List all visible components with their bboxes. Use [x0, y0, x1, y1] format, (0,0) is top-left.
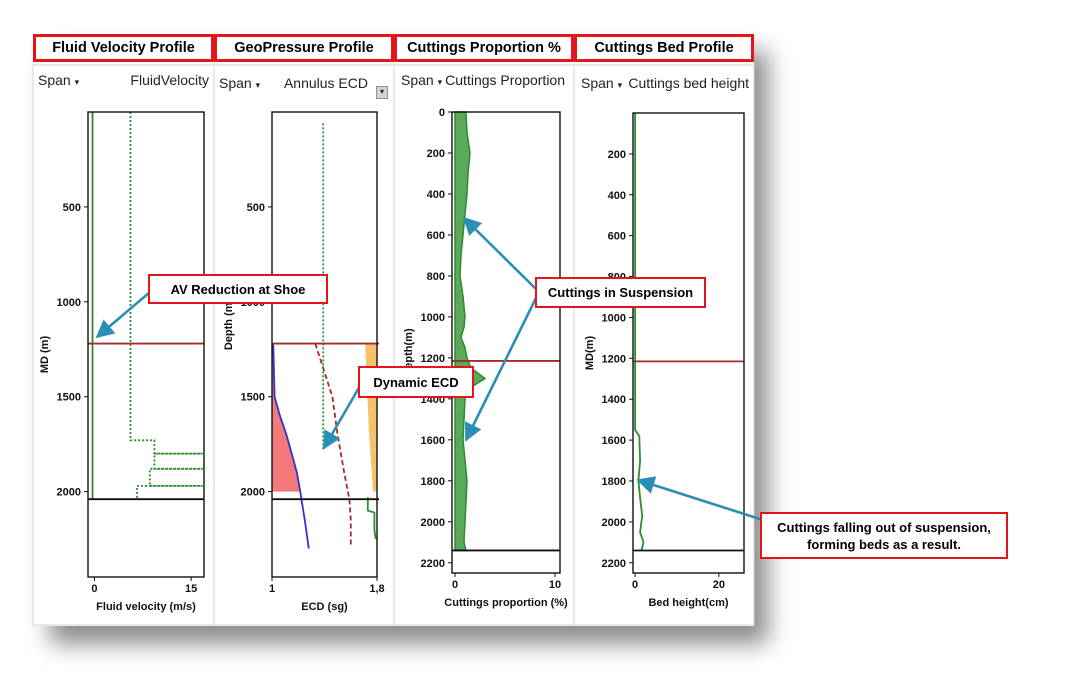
y-tick-label-3-4: 600	[427, 230, 445, 242]
panel-title-fluid-velocity: Fluid Velocity Profile	[33, 34, 214, 62]
y-tick-label-3-12: 2200	[421, 558, 445, 570]
y-axis-label-2: Depth (m)	[223, 299, 235, 351]
y-tick-label-3-6: 1000	[421, 312, 445, 324]
chevron-down-icon: ▾	[617, 80, 623, 90]
plot-frame-2	[271, 111, 378, 578]
track-label-cuttings-bed-height[interactable]: Cuttings bed height	[628, 75, 749, 91]
panel-column-4	[573, 64, 755, 626]
plot-frame-4	[632, 112, 745, 574]
x-tick-label-3-1: 0	[452, 579, 458, 591]
x-tick-label-4-1: 0	[632, 579, 638, 591]
y-tick-label-3-2: 200	[427, 148, 445, 160]
y-tick-label-3-10: 1800	[421, 476, 445, 488]
span-label-1: Span	[38, 72, 71, 88]
series-line-2-1	[271, 343, 310, 549]
span-selector-1[interactable]: Span ▾	[38, 72, 79, 88]
series-line-2-4	[366, 497, 377, 540]
callout-arrow-3	[462, 216, 538, 291]
callout-cuttings-falling: Cuttings falling out of suspension, form…	[760, 512, 1008, 559]
callout-arrow-5	[636, 476, 764, 522]
y-tick-label-1-3: 1500	[57, 392, 81, 404]
span-label-3: Span	[401, 72, 434, 88]
y-tick-label-3-7: 1200	[421, 353, 445, 365]
y-tick-label-3-5: 800	[427, 271, 445, 283]
callout-arrow-4	[464, 295, 539, 442]
y-tick-label-1-2: 1000	[57, 297, 81, 309]
span-selector-2[interactable]: Span ▾	[219, 75, 260, 91]
plot-frame-1	[87, 111, 205, 578]
panel-column-3	[393, 64, 575, 626]
y-tick-label-4-3: 600	[608, 231, 626, 243]
x-tick-label-4-2: 20	[713, 579, 725, 591]
panel-column-2	[213, 64, 395, 626]
callout-cuttings-falling-line1: Cuttings falling out of suspension,	[777, 519, 991, 535]
y-tick-label-3-11: 2000	[421, 517, 445, 529]
x-tick-label-1-1: 0	[91, 583, 97, 595]
y-axis-label-1: MD (m)	[39, 336, 51, 374]
x-tick-label-2-2: 1,8	[369, 583, 384, 595]
y-tick-label-4-6: 1200	[602, 353, 626, 365]
span-label-2: Span	[219, 75, 252, 91]
chevron-down-icon: ▾	[437, 77, 443, 87]
y-tick-label-4-5: 1000	[602, 312, 626, 324]
y-tick-label-2-4: 2000	[241, 487, 265, 499]
panel-title-geopressure: GeoPressure Profile	[214, 34, 394, 62]
plot-group-1	[84, 111, 205, 581]
panel-column-1	[32, 64, 215, 626]
series-area-3	[454, 111, 487, 552]
callout-dynamic-ecd: Dynamic ECD	[358, 366, 474, 398]
series-line-2-2	[314, 343, 352, 545]
callout-arrow-1	[95, 291, 151, 339]
x-tick-label-3-2: 10	[549, 579, 561, 591]
y-tick-label-1-4: 2000	[57, 487, 81, 499]
area-fill-2-1	[272, 343, 300, 492]
y-tick-label-3-9: 1600	[421, 435, 445, 447]
chevron-down-icon: ▾	[255, 80, 261, 90]
y-axis-label-4: MD(m)	[584, 336, 596, 371]
y-tick-label-4-9: 1800	[602, 476, 626, 488]
track-label-annulus-ecd[interactable]: Annulus ECD	[283, 75, 368, 91]
y-tick-label-2-3: 1500	[241, 392, 265, 404]
y-tick-label-3-1: 0	[439, 107, 445, 119]
callout-cuttings-falling-line2: forming beds as a result.	[807, 536, 961, 552]
dropdown-arrow-icon[interactable]: ▾	[376, 86, 388, 99]
y-tick-label-4-2: 400	[608, 190, 626, 202]
callout-cuttings-in-suspension: Cuttings in Suspension	[535, 277, 706, 308]
y-tick-label-4-10: 2000	[602, 517, 626, 529]
y-tick-label-4-7: 1400	[602, 394, 626, 406]
chevron-down-icon: ▾	[74, 77, 80, 87]
plot-frame-3	[451, 111, 561, 574]
y-tick-label-1-1: 500	[63, 202, 81, 214]
y-tick-label-4-11: 2200	[602, 558, 626, 570]
track-label-fluid-velocity[interactable]: FluidVelocity	[130, 72, 209, 88]
plot-group-2	[268, 111, 379, 581]
span-label-4: Span	[581, 75, 614, 91]
panel-title-cuttings-proportion: Cuttings Proportion %	[394, 34, 574, 62]
series-line-1-2	[129, 112, 203, 500]
x-axis-label-1: Fluid velocity (m/s)	[96, 601, 196, 613]
y-axis-label-3: Depth(m)	[403, 328, 415, 377]
y-tick-label-4-8: 1600	[602, 435, 626, 447]
span-selector-4[interactable]: Span ▾	[581, 75, 622, 91]
callout-av-reduction: AV Reduction at Shoe	[148, 274, 328, 304]
track-label-cuttings-proportion[interactable]: Cuttings Proportion	[445, 72, 565, 88]
x-tick-label-1-2: 15	[185, 583, 197, 595]
x-axis-label-4: Bed height(cm)	[648, 597, 728, 609]
panel-title-cuttings-bed: Cuttings Bed Profile	[574, 34, 754, 62]
y-tick-label-3-3: 400	[427, 189, 445, 201]
y-tick-label-4-1: 200	[608, 149, 626, 161]
span-selector-3[interactable]: Span ▾	[401, 72, 442, 88]
x-axis-label-3: Cuttings proportion (%)	[444, 597, 568, 609]
y-tick-label-2-1: 500	[247, 202, 265, 214]
x-axis-label-2: ECD (sg)	[301, 601, 348, 613]
callout-arrow-2	[322, 385, 362, 450]
x-tick-label-2-1: 1	[269, 583, 275, 595]
